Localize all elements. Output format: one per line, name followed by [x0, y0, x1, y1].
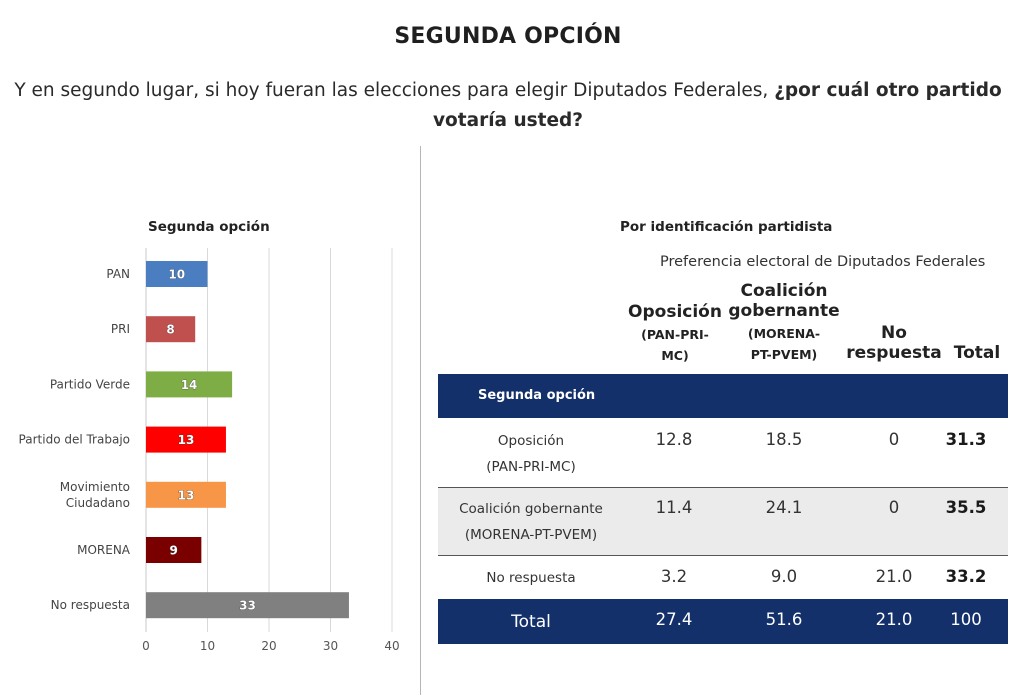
- table-cell: 12.8: [655, 430, 693, 449]
- x-tick-label: 10: [200, 639, 215, 653]
- row-label-line: (MORENA-PT-PVEM): [464, 527, 598, 543]
- table-cell: 24.1: [765, 498, 803, 517]
- row-divider: [438, 487, 1008, 488]
- table-cell: 21.0: [875, 610, 913, 629]
- x-tick-label: 40: [384, 639, 399, 653]
- data-label: 9: [169, 544, 177, 558]
- col-header-total: Total: [947, 343, 1007, 363]
- table-cell: 100: [950, 610, 982, 629]
- x-tick-label: 0: [142, 639, 150, 653]
- category-label: Ciudadano: [66, 496, 130, 510]
- col-header-sub: PT-PVEM): [750, 347, 818, 362]
- table-cell: 27.4: [655, 610, 693, 629]
- bar-chart: 0 10 20 30 40 10 PAN 8 PRI 14 Partido Verde 13 Parti…: [19, 248, 400, 653]
- data-label: 8: [166, 323, 174, 337]
- table-row: No respuesta 3.2 9.0 21.0 33.2: [438, 556, 1008, 599]
- table-cell: 9.0: [770, 567, 798, 586]
- question-emphasis: ¿por cuál otro partido votaría usted?: [432, 80, 1002, 131]
- table-cell: 51.6: [765, 610, 803, 629]
- category-label: Movimiento: [60, 480, 130, 494]
- col-header-main: No: [881, 323, 907, 343]
- table-cell: 21.0: [875, 567, 913, 586]
- table-row: Coalición gobernante (MORENA-PT-PVEM) 11…: [438, 488, 1008, 555]
- row-label: No respuesta: [438, 565, 624, 591]
- table-row: Oposición (PAN-PRI-MC) 12.8 18.5 0 31.3: [438, 418, 1008, 487]
- col-header-main: respuesta: [846, 343, 942, 363]
- x-tick-label: 30: [323, 639, 338, 653]
- col-header-sub: (PAN-PRI-: [641, 327, 709, 342]
- row-divider: [438, 555, 1008, 556]
- data-label: 10: [168, 268, 185, 282]
- category-label: MORENA: [77, 543, 131, 557]
- category-label: Partido Verde: [50, 377, 130, 391]
- category-label: PAN: [106, 267, 130, 281]
- total-label: Total: [511, 612, 551, 632]
- x-tick-label: 20: [261, 639, 276, 653]
- table-cell-total: 31.3: [945, 430, 987, 449]
- col-header-coalicion: Coalición gobernante (MORENA- PT-PVEM): [728, 281, 840, 365]
- question-text: Y en segundo lugar, si hoy fueran las el…: [14, 80, 769, 101]
- bar: [146, 426, 226, 453]
- bar: [146, 316, 196, 343]
- bar: [146, 537, 202, 563]
- col-header-oposicion: Oposición (PAN-PRI- MC): [625, 302, 725, 366]
- category-label: Partido del Trabajo: [19, 433, 130, 447]
- table-cell: 11.4: [655, 498, 693, 517]
- row-label: Oposición (PAN-PRI-MC): [438, 428, 624, 480]
- table-cell-total: 33.2: [945, 567, 987, 586]
- row-label-line: No respuesta: [486, 570, 576, 586]
- bar: [146, 481, 226, 508]
- bar: [146, 371, 233, 398]
- table-cell: 3.2: [660, 567, 688, 586]
- row-label-line: Coalición gobernante: [459, 501, 603, 517]
- table-total-row: Total 27.4 51.6 21.0 100: [438, 599, 1008, 644]
- table-title: Por identificación partidista: [620, 219, 833, 235]
- data-label: 33: [239, 599, 256, 613]
- data-label: 13: [178, 488, 195, 502]
- row-label-line: Oposición: [497, 433, 565, 449]
- category-label: PRI: [111, 322, 130, 336]
- table-cell-total: 35.5: [945, 498, 987, 517]
- table-cell: 0: [888, 430, 900, 449]
- col-header-sub: MC): [661, 348, 689, 363]
- table-super-header: Preferencia electoral de Diputados Feder…: [660, 254, 986, 270]
- survey-question: Y en segundo lugar, si hoy fueran las el…: [0, 76, 1016, 136]
- bar: [146, 261, 208, 287]
- table-section-band: Segunda opción: [438, 374, 1008, 418]
- data-label: 14: [181, 378, 198, 392]
- table-cell: 0: [888, 498, 900, 517]
- col-header-main: Total: [953, 343, 1001, 363]
- col-header-main: Oposición: [628, 302, 722, 322]
- row-label-line: (PAN-PRI-MC): [486, 459, 576, 475]
- col-header-main: gobernante: [728, 301, 840, 321]
- bar: [146, 592, 349, 619]
- col-header-main: Coalición: [740, 281, 828, 301]
- category-label: No respuesta: [51, 598, 130, 612]
- col-header-no-respuesta: No respuesta: [844, 323, 944, 363]
- col-header-sub: (MORENA-: [747, 326, 821, 341]
- page-title: SEGUNDA OPCIÓN: [394, 24, 622, 49]
- row-label: Coalición gobernante (MORENA-PT-PVEM): [438, 496, 624, 548]
- data-label: 13: [178, 433, 195, 447]
- chart-title: Segunda opción: [148, 219, 270, 235]
- section-label: Segunda opción: [478, 388, 596, 403]
- table-cell: 18.5: [765, 430, 803, 449]
- panel-divider: [420, 146, 421, 695]
